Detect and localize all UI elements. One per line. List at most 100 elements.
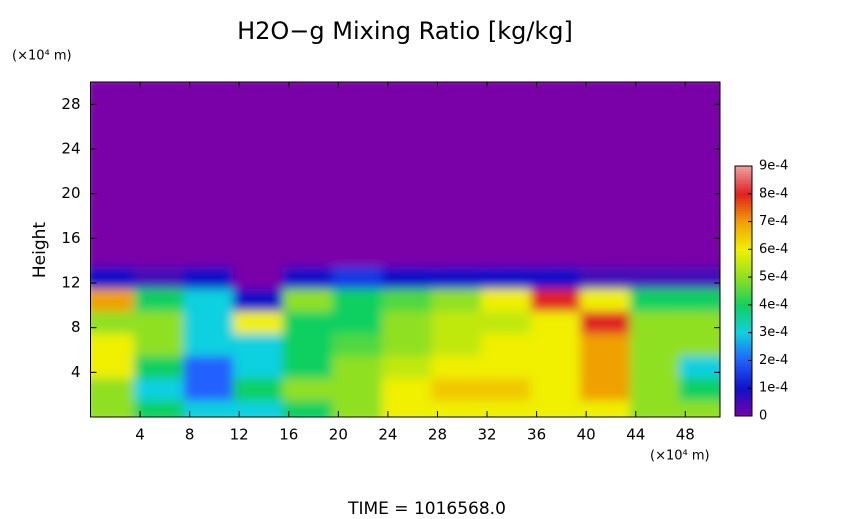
colorbar-step (735, 411, 752, 414)
colorbar-step (735, 393, 752, 397)
y-tick-label: 20 (61, 184, 80, 202)
colorbar-tick-label: 2e-4 (759, 353, 788, 368)
x-tick-label: 4 (135, 426, 145, 444)
colorbar-step (735, 241, 752, 244)
field (90, 82, 720, 417)
colorbar-step (735, 183, 752, 187)
footer-time: TIME = 1016568.0 (347, 499, 506, 519)
colorbar-step (735, 338, 752, 342)
colorbar-step (735, 233, 752, 237)
colorbar-step (735, 173, 752, 177)
colorbar-step (735, 206, 752, 209)
colorbar-step (735, 248, 752, 252)
colorbar-step (735, 371, 752, 374)
colorbar-step (735, 296, 752, 299)
colorbar-tick-label: 7e-4 (759, 214, 788, 229)
colorbar-step (735, 318, 752, 322)
colorbar-step (735, 308, 752, 312)
y-tick-label: 12 (61, 274, 80, 292)
colorbar-step (735, 413, 752, 417)
colorbar-step (735, 176, 752, 179)
colorbar-step (735, 363, 752, 367)
colorbar-step (735, 168, 752, 172)
colorbar-step (735, 193, 752, 197)
colorbar-step (735, 228, 752, 232)
colorbar-step (735, 278, 752, 282)
colorbar-step (735, 298, 752, 302)
colorbar-step (735, 346, 752, 349)
colorbar-step (735, 291, 752, 294)
colorbar-step (735, 261, 752, 264)
axes: 4 8 12 16 20 24 28 32 36 40 44 4848121620242801e-42… (61, 81, 788, 444)
colorbar-step (735, 358, 752, 362)
colorbar-step (735, 293, 752, 297)
colorbar-step (735, 376, 752, 379)
colorbar-step (735, 408, 752, 412)
cells (90, 82, 720, 417)
colorbar-step (735, 208, 752, 212)
x-tick-label: 16 (279, 426, 298, 444)
colorbar-step (735, 238, 752, 242)
colorbar-step (735, 403, 752, 407)
colorbar-step (735, 388, 752, 392)
colorbar-step (735, 326, 752, 329)
x-tick-label: 40 (577, 426, 596, 444)
y-tick-label: 24 (61, 140, 80, 158)
colorbar-step (735, 171, 752, 174)
x-tick-label: 32 (477, 426, 496, 444)
y-unit: (×10⁴ m) (12, 49, 72, 64)
colorbar-step (735, 328, 752, 332)
colorbar-step (735, 256, 752, 259)
x-tick-label: 28 (428, 426, 447, 444)
colorbar-step (735, 396, 752, 399)
y-tick-label: 28 (61, 95, 80, 113)
colorbar-step (735, 313, 752, 317)
colorbar-step (735, 236, 752, 239)
colorbar-step (735, 381, 752, 384)
colorbar-step (735, 373, 752, 377)
colorbar-step (735, 243, 752, 247)
colorbar-step (735, 306, 752, 309)
colorbar-step (735, 351, 752, 354)
colorbar-step (735, 221, 752, 224)
x-unit: (×10⁴ m) (650, 449, 710, 464)
colorbar-step (735, 336, 752, 339)
colorbar-step (735, 316, 752, 319)
chart-title: H2O−g Mixing Ratio [kg/kg] (237, 17, 573, 45)
colorbar-step (735, 198, 752, 202)
colorbar-tick-label: 6e-4 (759, 242, 788, 257)
colorbar-step (735, 186, 752, 189)
colorbar-step (735, 311, 752, 314)
colorbar-step (735, 286, 752, 289)
x-tick-label: 36 (527, 426, 546, 444)
x-tick-label: 8 (185, 426, 195, 444)
x-tick-label: 24 (378, 426, 397, 444)
colorbar-tick-label: 4e-4 (759, 297, 788, 312)
colorbar-step (735, 268, 752, 272)
colorbar-step (735, 166, 752, 169)
cell (679, 82, 720, 111)
plot-frame (90, 81, 721, 418)
colorbar-step (735, 281, 752, 284)
colorbar-step (735, 178, 752, 182)
colorbar-tick-label: 8e-4 (759, 186, 788, 201)
colorbar-step (735, 353, 752, 357)
colorbar-step (735, 251, 752, 254)
colorbar-step (735, 386, 752, 389)
colorbar-step (735, 391, 752, 394)
colorbar-tick-label: 1e-4 (759, 381, 788, 396)
colorbar-step (735, 271, 752, 274)
x-tick-label: 12 (230, 426, 249, 444)
colorbar-tick-label: 0 (759, 409, 767, 424)
colorbar-frame (734, 165, 753, 417)
colorbar-step (735, 191, 752, 194)
y-tick-label: 16 (61, 229, 80, 247)
colorbar-step (735, 276, 752, 279)
colorbar-step (735, 188, 752, 192)
colorbar-step (735, 321, 752, 324)
colorbar-step (735, 303, 752, 307)
colorbar-step (735, 398, 752, 402)
colorbar-step (735, 246, 752, 249)
y-tick-label: 8 (71, 318, 81, 336)
